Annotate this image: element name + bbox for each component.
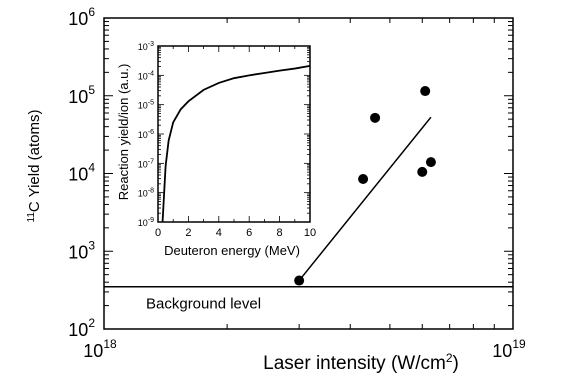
main-x-tick-label: 1018 bbox=[83, 337, 117, 361]
main-x-tick-label: 1019 bbox=[492, 337, 526, 361]
main-y-tick-label: 104 bbox=[68, 161, 95, 185]
inset-x-axis-label: Deuteron energy (MeV) bbox=[164, 243, 300, 258]
inset-y-tick-label: 10-7 bbox=[138, 158, 154, 169]
data-point bbox=[425, 157, 436, 168]
inset-y-tick-label: 10-8 bbox=[138, 188, 154, 199]
main-y-tick-labels: 102 103 104 105 106 bbox=[68, 5, 95, 340]
inset-y-axis-label: Reaction yield/ion (a.u.) bbox=[116, 64, 131, 201]
data-point bbox=[358, 173, 369, 184]
background-level-label: Background level bbox=[146, 296, 261, 313]
inset-x-tick-label: 4 bbox=[216, 227, 222, 239]
main-x-tick-labels: 1018 1019 bbox=[83, 337, 526, 361]
data-point bbox=[417, 166, 428, 177]
main-y-axis-label: 11C Yield (atoms) bbox=[26, 110, 43, 223]
inset-x-tick-label: 10 bbox=[304, 227, 316, 239]
inset-plot-frame bbox=[157, 45, 311, 223]
main-x-axis-label: Laser intensity (W/cm2) bbox=[263, 351, 459, 374]
inset-x-tick-label: 0 bbox=[155, 227, 161, 239]
inset-x-tick-label: 2 bbox=[185, 227, 191, 239]
inset-y-tick-label: 10-6 bbox=[138, 129, 154, 140]
data-point bbox=[420, 86, 431, 97]
inset-x-tick-label: 8 bbox=[277, 227, 283, 239]
inset-y-tick-label: 10-3 bbox=[138, 41, 154, 52]
inset-x-tick-label: 6 bbox=[246, 227, 252, 239]
main-ticks bbox=[103, 18, 514, 330]
fit-line bbox=[298, 116, 432, 282]
main-y-tick-label: 103 bbox=[68, 238, 95, 262]
main-y-tick-label: 106 bbox=[68, 5, 95, 29]
inset-y-tick-label: 10-9 bbox=[138, 217, 154, 228]
inset-y-tick-label: 10-5 bbox=[138, 100, 154, 111]
inset-y-tick-label: 10-4 bbox=[138, 70, 154, 81]
data-point bbox=[294, 275, 305, 286]
main-y-tick-label: 105 bbox=[68, 83, 95, 107]
inset-ticks bbox=[157, 46, 311, 223]
inset-yield-curve bbox=[161, 64, 311, 223]
main-data-points bbox=[294, 86, 436, 286]
data-point bbox=[370, 112, 381, 123]
main-y-tick-label: 102 bbox=[68, 316, 95, 340]
inset-y-tick-labels: 10-3 10-4 10-5 10-6 10-7 10-8 10-9 bbox=[138, 41, 154, 228]
inset-x-tick-labels: 0 2 4 6 8 10 bbox=[155, 227, 316, 239]
